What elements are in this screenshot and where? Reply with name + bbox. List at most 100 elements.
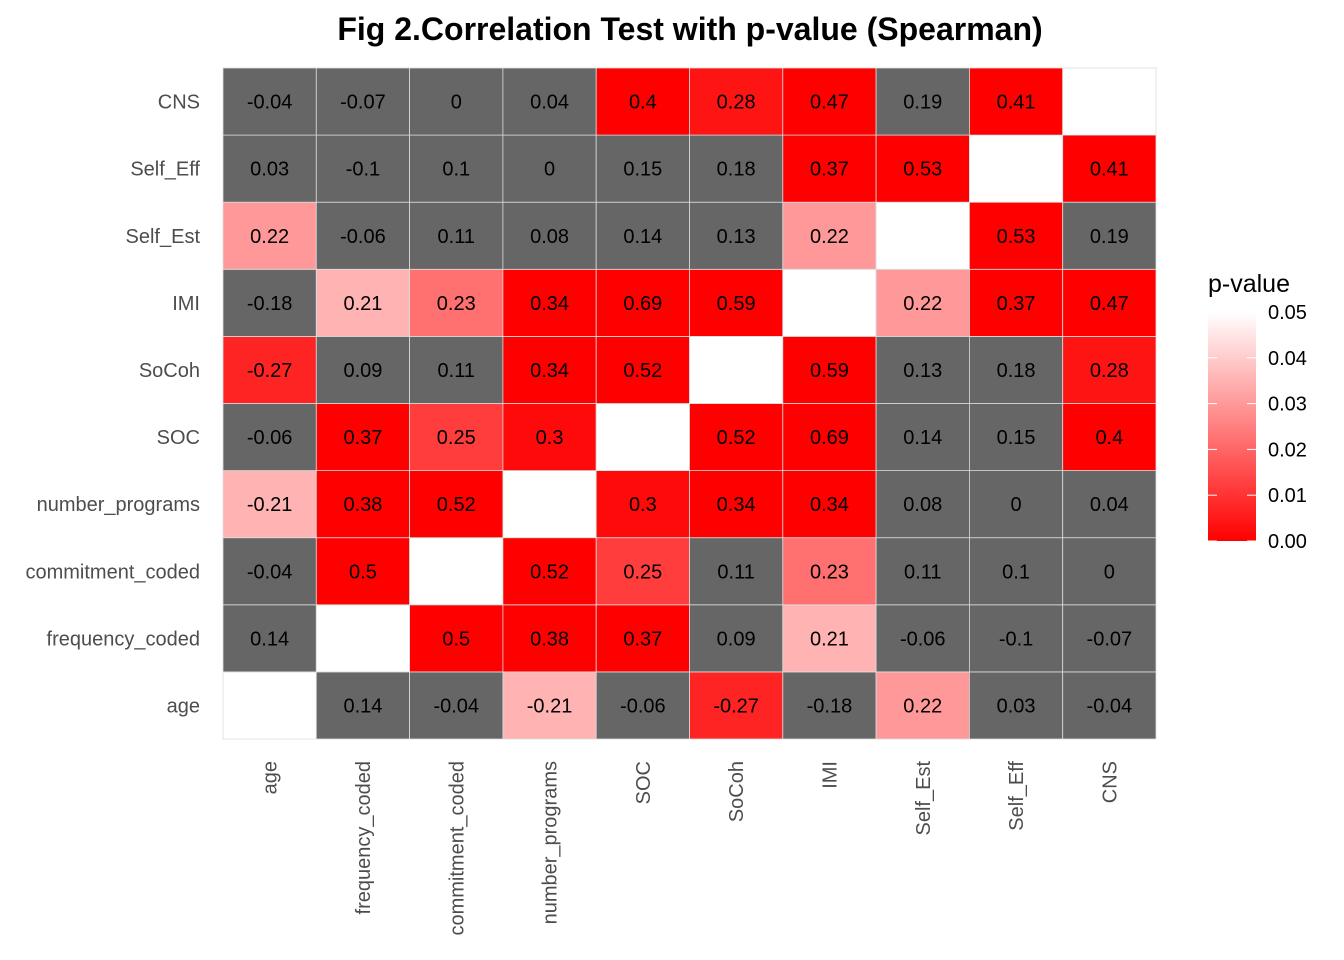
cell-value-label: 0.22 (810, 226, 849, 248)
cell-value-label: 0.14 (343, 695, 382, 717)
heatmap-cell (222, 403, 317, 471)
heatmap-cell (875, 268, 970, 337)
cell-value-label: 0.21 (343, 293, 382, 315)
heatmap-cell (1062, 67, 1157, 136)
x-tick-label: CNS (1099, 761, 1121, 803)
cell-value-label: 0 (544, 159, 555, 181)
heatmap-cell (782, 403, 877, 471)
cell-value-label: 0.18 (717, 159, 756, 181)
legend-tick-label: 0.04 (1268, 348, 1307, 370)
x-tick-label: SoCoh (726, 761, 748, 822)
heatmap-cell (969, 335, 1064, 404)
legend-tick-label: 0.01 (1268, 485, 1307, 507)
x-tick-label: age (260, 761, 282, 794)
heatmap-cell (595, 604, 690, 673)
heatmap-cell (1062, 671, 1157, 740)
cell-value-label: 0.52 (530, 561, 569, 583)
cell-value-label: 0.23 (810, 561, 849, 583)
heatmap-cell (1062, 268, 1157, 337)
cell-value-label: -0.27 (247, 360, 293, 382)
heatmap-cell (502, 201, 597, 270)
heatmap-cell (969, 604, 1064, 673)
heatmap-cell (409, 268, 504, 337)
cell-value-label: 0.28 (1090, 360, 1129, 382)
heatmap-cell (969, 201, 1064, 270)
heatmap-cell (969, 671, 1064, 740)
heatmap-cell (875, 67, 970, 136)
cell-value-label: 0.4 (629, 92, 657, 114)
heatmap-cell (315, 537, 410, 606)
cell-value-label: 0.37 (623, 628, 662, 650)
heatmap-cell (222, 537, 317, 606)
heatmap-cell (875, 537, 970, 606)
y-tick-label: age (167, 695, 200, 717)
x-tick-label: number_programs (540, 761, 562, 924)
cell-value-label: 0.08 (530, 226, 569, 248)
heatmap-cell (222, 201, 317, 270)
legend-tick-label: 0.03 (1268, 394, 1307, 416)
cell-value-label: 0.3 (629, 494, 657, 516)
cell-value-label: -0.21 (247, 494, 293, 516)
heatmap-cell (222, 671, 317, 740)
heatmap-cell (222, 335, 317, 404)
heatmap-cell (315, 671, 410, 740)
heatmap-cell (502, 134, 597, 203)
heatmap-cell (315, 134, 410, 203)
cell-value-label: 0.03 (250, 159, 289, 181)
cell-value-label: -0.18 (247, 293, 293, 315)
heatmap-cell (1062, 335, 1157, 404)
x-tick-label: SOC (633, 761, 655, 804)
cell-value-label: 0.15 (997, 427, 1036, 449)
cell-value-label: 0.5 (442, 628, 470, 650)
cell-value-label: 0.41 (997, 92, 1036, 114)
cell-value-label: 0.15 (623, 159, 662, 181)
heatmap-cell (1062, 403, 1157, 471)
heatmap-cell (222, 268, 317, 337)
cell-value-label: -0.07 (1087, 628, 1133, 650)
cell-value-label: -0.04 (247, 92, 293, 114)
heatmap-cell (875, 604, 970, 673)
legend-tick-label: 0.00 (1268, 531, 1307, 553)
heatmap-cell (782, 201, 877, 270)
chart-title: Fig 2.Correlation Test with p-value (Spe… (337, 11, 1042, 47)
y-tick-label: number_programs (37, 494, 200, 516)
cell-value-label: 0.5 (349, 561, 377, 583)
cell-value-label: 0.37 (810, 159, 849, 181)
cell-value-label: 0.18 (997, 360, 1036, 382)
heatmap-cell (222, 470, 317, 539)
heatmap-cell (969, 470, 1064, 539)
heatmap-cell (782, 134, 877, 203)
heatmap-cell (222, 67, 317, 136)
heatmap-cell (595, 403, 690, 471)
heatmap-cell (689, 671, 784, 740)
heatmap-cell (782, 268, 877, 337)
cell-value-label: 0.53 (997, 226, 1036, 248)
cell-value-label: 0.28 (717, 92, 756, 114)
cell-value-label: -0.06 (900, 628, 946, 650)
cell-value-label: 0.59 (810, 360, 849, 382)
heatmap-cell (315, 403, 410, 471)
heatmap-cell (502, 335, 597, 404)
cell-value-label: 0.1 (442, 159, 470, 181)
heatmap-cell (782, 604, 877, 673)
cell-value-label: 0.69 (810, 427, 849, 449)
legend-colorbar (1208, 312, 1256, 541)
y-tick-label: IMI (172, 293, 200, 315)
heatmap-cell (595, 67, 690, 136)
y-tick-label: CNS (158, 92, 200, 114)
cell-value-label: 0.38 (343, 494, 382, 516)
heatmap-cell (409, 335, 504, 404)
heatmap-cell (689, 335, 784, 404)
legend-tick-label: 0.05 (1268, 302, 1307, 324)
cell-value-label: 0.47 (810, 92, 849, 114)
heatmap-cell (1062, 604, 1157, 673)
cell-value-label: -0.27 (713, 695, 759, 717)
y-tick-label: SoCoh (139, 360, 200, 382)
cell-value-label: 0.14 (903, 427, 942, 449)
heatmap-cell (595, 134, 690, 203)
cell-value-label: -0.04 (1087, 695, 1133, 717)
heatmap-cell (502, 537, 597, 606)
cell-value-label: -0.07 (340, 92, 386, 114)
cell-value-label: 0.52 (437, 494, 476, 516)
